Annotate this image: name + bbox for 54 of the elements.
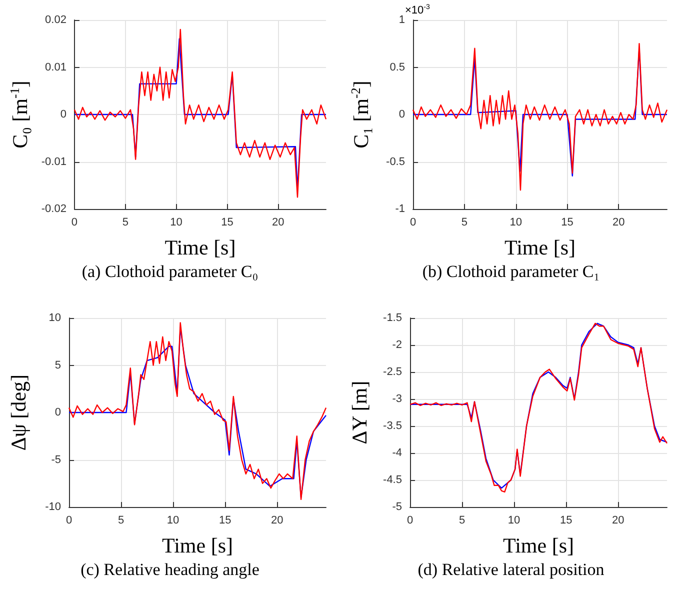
y-tick-label: -10 [45,501,61,513]
y-tick-label: -2 [392,339,402,351]
y-axis-title: C₁ [m-2] [348,80,373,148]
x-axis-title: Time [s] [164,236,236,260]
x-tick-label: 0 [406,514,414,526]
x-tick-label: 10 [510,216,522,228]
x-tick-label: 5 [461,216,468,228]
x-tick-label: 15 [561,216,574,228]
y-tick-label: 0.5 [390,61,405,74]
y-axis-title: ΔY [m] [348,380,372,444]
y-tick-label: -3 [392,393,402,405]
x-tick-label: 20 [612,216,625,228]
x-axis-title: Time [s] [162,534,233,558]
y-axis-title: C₀ [m-1] [7,80,32,148]
y-tick-label: 0 [398,108,405,120]
x-tick-label: 5 [122,216,128,228]
x-axis-title: Time [s] [503,534,574,558]
x-tick-label: 5 [118,514,124,526]
text: (c) Relative heading angle [80,560,260,579]
y-tick-label: -5 [392,501,402,513]
x-tick-label: 20 [272,216,284,228]
y-tick-label: 0.02 [45,14,66,26]
x-tick-label: 20 [612,514,624,526]
y-tick-label: -0.5 [386,156,405,168]
y-tick-label: 0.01 [45,61,66,74]
text: (d) Relative lateral position [418,560,605,579]
y-tick-label: -1 [395,203,405,215]
x-tick-label: 0 [71,216,78,228]
x-tick-label: 10 [170,216,182,228]
x-tick-label: 10 [508,514,520,526]
y-tick-label: -5 [51,454,61,466]
y-tick-label: -4 [392,447,402,459]
y-tick-label: 1 [398,14,405,26]
y-axis-title: Δψ [deg] [6,374,30,451]
y-tick-label: 5 [54,359,61,372]
y-tick-label: -3.5 [383,420,402,432]
x-tick-label: 15 [218,514,232,526]
x-tick-label: 20 [270,514,284,526]
y-tick-label: -2.5 [383,366,402,378]
x-tick-label: 5 [458,514,466,526]
y-tick-label: 10 [48,312,61,324]
y-tick-label: 0 [60,108,66,120]
x-tick-label: 0 [410,216,416,228]
y-tick-label: -0.02 [41,203,66,215]
y-tick-label: -1.5 [383,312,402,324]
y-tick-label: -0.01 [41,156,66,168]
x-tick-label: 10 [166,514,180,526]
x-axis-title: Time [s] [504,236,576,260]
text: (b) Clothoid parameter C₁ [422,262,600,281]
x-tick-label: 15 [560,514,572,526]
y-tick-label: -4.5 [383,474,402,486]
x-tick-label: 15 [221,216,234,228]
text: (a) Clothoid parameter C₀ [82,262,258,281]
y-tick-label: 0 [54,406,61,418]
